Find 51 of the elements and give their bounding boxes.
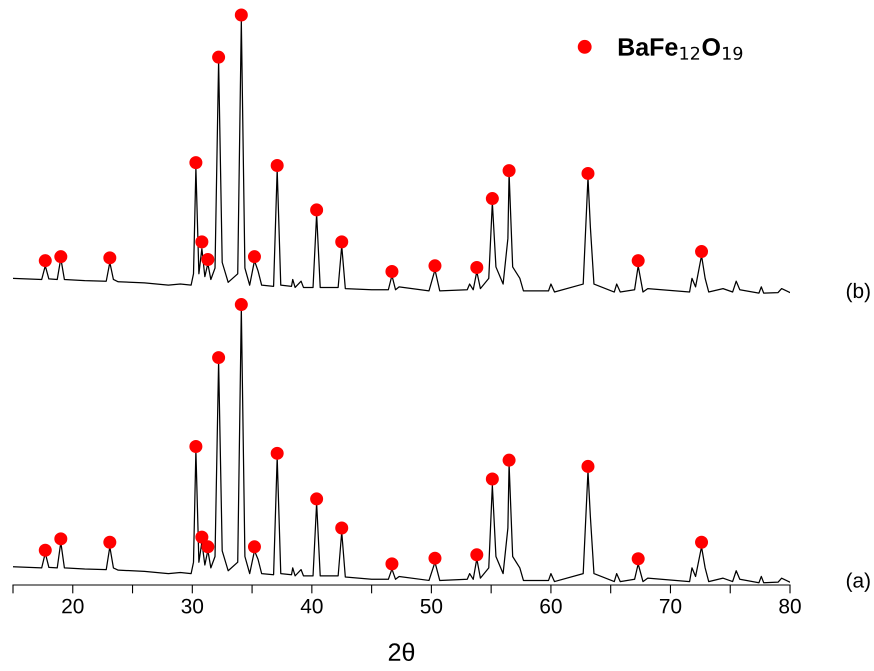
point — [212, 50, 226, 64]
point — [103, 536, 116, 549]
point — [335, 521, 348, 535]
x-tick-label: 30 — [182, 598, 204, 614]
point — [470, 548, 484, 562]
point — [54, 532, 68, 546]
point — [470, 261, 484, 274]
point — [428, 259, 442, 272]
point — [54, 250, 68, 264]
point — [201, 253, 214, 266]
point — [38, 254, 52, 268]
point — [486, 472, 499, 486]
point — [270, 446, 284, 460]
point — [502, 454, 516, 467]
point — [103, 251, 116, 264]
x-tick-label: 40 — [300, 598, 323, 614]
point — [335, 235, 348, 248]
point — [248, 250, 261, 264]
point — [38, 544, 52, 557]
text: (a) — [846, 572, 870, 592]
point — [201, 540, 214, 554]
legend-label: BaFe$_{12}$O$_{19}$ — [618, 38, 742, 60]
x-tick-label: 60 — [540, 598, 562, 614]
x-tick-label: 80 — [779, 598, 801, 614]
text: (b) — [846, 282, 870, 302]
point — [385, 557, 398, 570]
point — [212, 351, 226, 364]
point — [195, 235, 208, 248]
x-tick-label: 50 — [420, 598, 442, 614]
point — [695, 245, 708, 258]
x-axis-title: 2θ — [388, 642, 414, 661]
point — [385, 264, 398, 278]
point — [632, 254, 645, 268]
point — [248, 540, 261, 554]
x-tick-label: 70 — [660, 598, 682, 614]
point — [632, 552, 645, 566]
point — [502, 164, 516, 178]
point — [234, 8, 248, 22]
point — [486, 192, 499, 206]
point — [189, 440, 202, 453]
point — [234, 298, 248, 312]
x-tick-label: 20 — [62, 598, 84, 614]
point — [428, 552, 442, 565]
point — [581, 166, 594, 180]
point — [581, 460, 594, 473]
point — [270, 158, 284, 172]
point — [695, 536, 708, 549]
point — [189, 156, 202, 170]
point — [310, 492, 324, 506]
point — [310, 203, 324, 216]
point — [195, 530, 208, 544]
